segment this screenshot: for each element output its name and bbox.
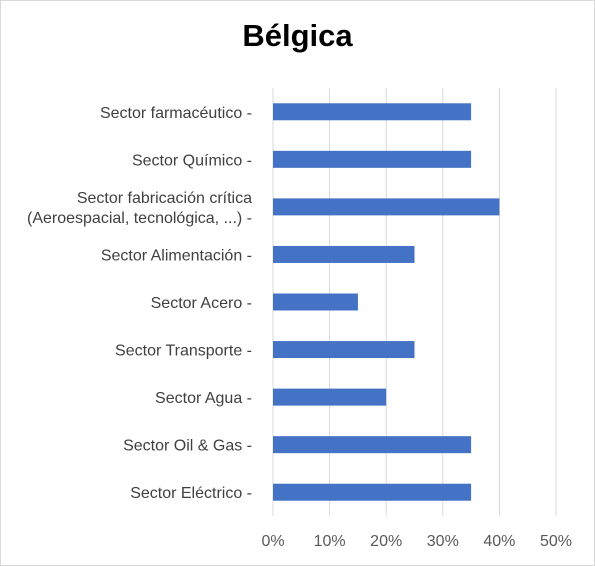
category-label: Sector farmacéutico - xyxy=(100,105,252,122)
x-tick-label: 50% xyxy=(540,533,572,550)
x-tick-label: 40% xyxy=(483,533,515,550)
x-tick-label: 30% xyxy=(427,533,459,550)
category-label: Sector Transporte - xyxy=(115,343,252,360)
category-label: Sector Acero - xyxy=(151,295,252,312)
bar xyxy=(273,150,472,168)
bar xyxy=(273,198,500,216)
category-label: Sector fabricación crítica xyxy=(77,190,252,207)
bar xyxy=(273,483,472,501)
bar xyxy=(273,436,472,454)
x-tick-labels: 0% 10% 20% 30% 40% 50% xyxy=(261,533,572,550)
x-tick-label: 10% xyxy=(314,533,346,550)
bar xyxy=(273,341,415,359)
category-label: (Aeroespacial, tecnológica, ...) - xyxy=(27,210,252,227)
bar xyxy=(273,293,358,311)
chart-title: Bélgica xyxy=(242,18,353,53)
category-label: Sector Oil & Gas - xyxy=(123,438,252,455)
x-tick-label: 20% xyxy=(370,533,402,550)
category-labels: Sector farmacéutico - Sector Químico - Sec… xyxy=(27,105,252,502)
bar xyxy=(273,388,387,406)
bar xyxy=(273,103,472,121)
bars xyxy=(273,103,500,501)
bar xyxy=(273,245,415,263)
category-label: Sector Alimentación - xyxy=(101,247,252,264)
x-tick-label: 0% xyxy=(261,533,284,550)
category-label: Sector Eléctrico - xyxy=(130,485,252,502)
category-label: Sector Agua - xyxy=(155,390,252,407)
category-label: Sector Químico - xyxy=(132,152,252,169)
